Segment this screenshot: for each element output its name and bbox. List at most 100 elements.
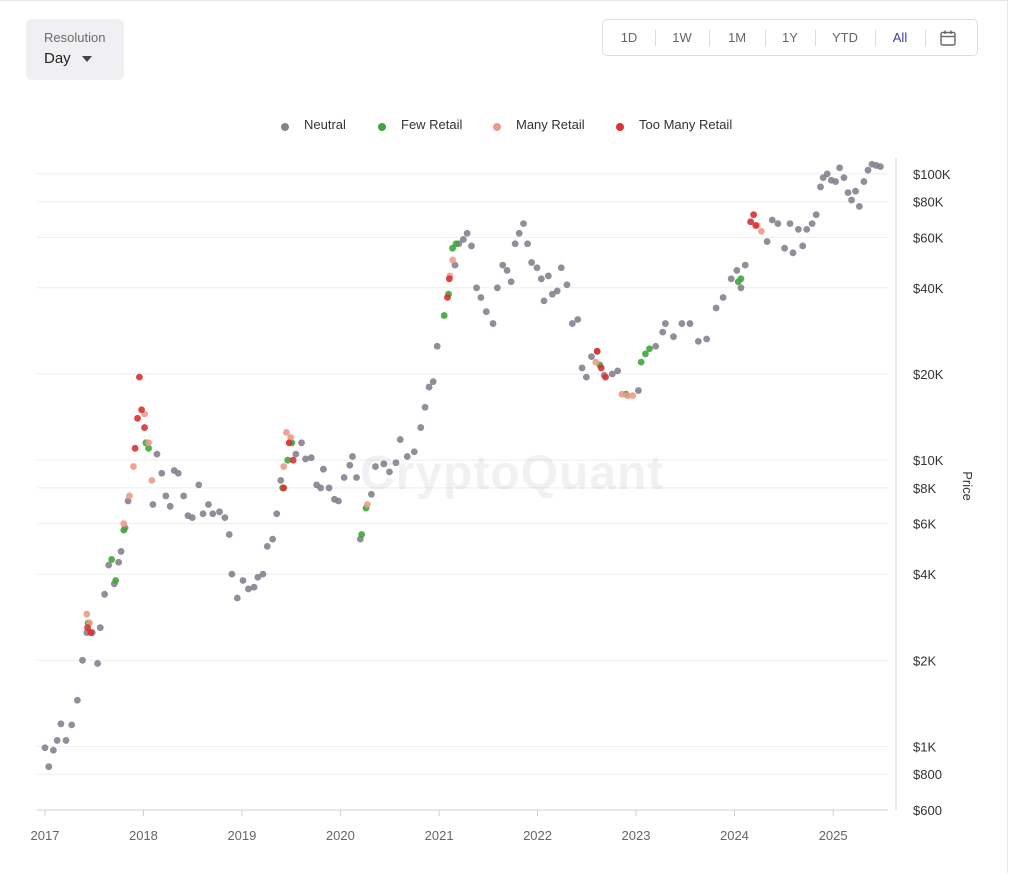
point-too-many-retail [597,364,605,372]
range-button-ytd[interactable]: YTD [832,30,858,45]
point-neutral [852,187,859,195]
point-neutral [433,342,441,350]
point-too-many-retail [280,484,288,492]
point-neutral [421,403,429,411]
point-neutral [392,459,400,467]
point-few-retail [737,275,745,283]
point-neutral [73,696,81,704]
x-tick-label: 2025 [819,828,848,843]
point-neutral [429,378,437,386]
point-few-retail [452,240,460,248]
point-neutral [174,469,182,477]
point-neutral [233,594,241,602]
point-neutral [574,316,582,323]
point-neutral [180,492,188,500]
range-button-1w[interactable]: 1W [672,30,692,45]
point-many-retail [148,476,156,484]
point-neutral [578,364,586,372]
range-divider [655,30,656,46]
point-neutral [563,281,571,289]
point-too-many-retail [750,211,758,219]
point-neutral [302,455,309,463]
point-few-retail [646,345,653,353]
point-neutral [45,763,53,771]
x-tick-label: 2020 [326,828,355,843]
point-neutral [670,333,677,341]
point-neutral [269,535,277,543]
point-neutral [68,721,76,729]
point-neutral [608,370,616,378]
point-neutral [250,583,258,591]
y-tick-label: $20K [913,367,944,382]
point-too-many-retail [87,629,95,636]
point-too-many-retail [602,373,609,381]
y-axis-labels: $100K $80K $60K $40K $20K $10K $8K $6K $4K $2K $1K… [913,167,951,818]
point-too-many-retail [285,439,293,447]
point-neutral [367,490,375,498]
y-tick-label: $4K [913,567,936,582]
point-neutral [162,492,170,500]
point-neutral [864,166,872,174]
point-neutral [244,585,252,593]
point-neutral [166,502,174,510]
point-too-many-retail [136,373,143,381]
point-many-retail [592,358,600,366]
point-neutral [273,510,281,518]
point-neutral [410,448,418,456]
point-neutral [94,660,101,667]
point-neutral [325,484,333,492]
point-few-retail [145,444,152,452]
point-neutral [228,570,236,578]
point-few-retail [358,531,366,538]
point-neutral [41,744,49,752]
point-few-retail [284,456,292,464]
point-neutral [53,737,61,744]
resolution-dropdown[interactable]: Resolution Day [26,19,124,80]
point-neutral [386,468,393,476]
legend-label-few-retail: Few Retail [401,117,463,132]
point-neutral [57,720,65,728]
y-tick-label: $10K [913,453,944,468]
y-tick-label: $40K [913,281,944,296]
caret-down-icon [82,56,92,62]
point-neutral [425,383,433,391]
point-neutral [768,216,776,224]
x-tick-label: 2022 [523,828,552,843]
point-too-many-retail [138,406,145,414]
point-neutral [62,737,70,744]
x-tick-label: 2021 [425,828,454,843]
range-button-1y[interactable]: 1Y [782,30,798,45]
point-neutral [652,342,660,350]
point-neutral [195,481,203,489]
range-button-all[interactable]: All [892,30,908,45]
point-neutral [803,225,811,233]
range-divider [815,30,816,46]
point-neutral [209,510,217,518]
legend-dot-few-retail [378,123,386,131]
point-neutral [712,304,720,312]
point-neutral [307,454,315,462]
y-tick-label: $8K [913,481,936,496]
point-many-retail [449,256,456,264]
point-neutral [298,439,305,447]
point-neutral [101,590,109,598]
point-neutral [158,469,166,477]
point-many-retail [618,390,626,398]
point-neutral [844,189,852,197]
point-neutral [503,267,511,274]
point-neutral [860,178,868,185]
point-neutral [489,320,497,327]
series-neutral [41,160,884,771]
point-neutral [292,450,300,458]
range-button-1m[interactable]: 1M [727,30,747,45]
point-neutral [372,463,379,470]
calendar-icon[interactable] [939,29,957,47]
point-too-many-retail [289,456,297,464]
point-neutral [686,320,694,327]
point-too-many-retail [752,222,760,229]
point-too-many-retail [444,294,451,301]
series-few-retail [84,240,745,627]
x-tick-label: 2018 [129,828,158,843]
range-button-1d[interactable]: 1D [620,30,638,45]
